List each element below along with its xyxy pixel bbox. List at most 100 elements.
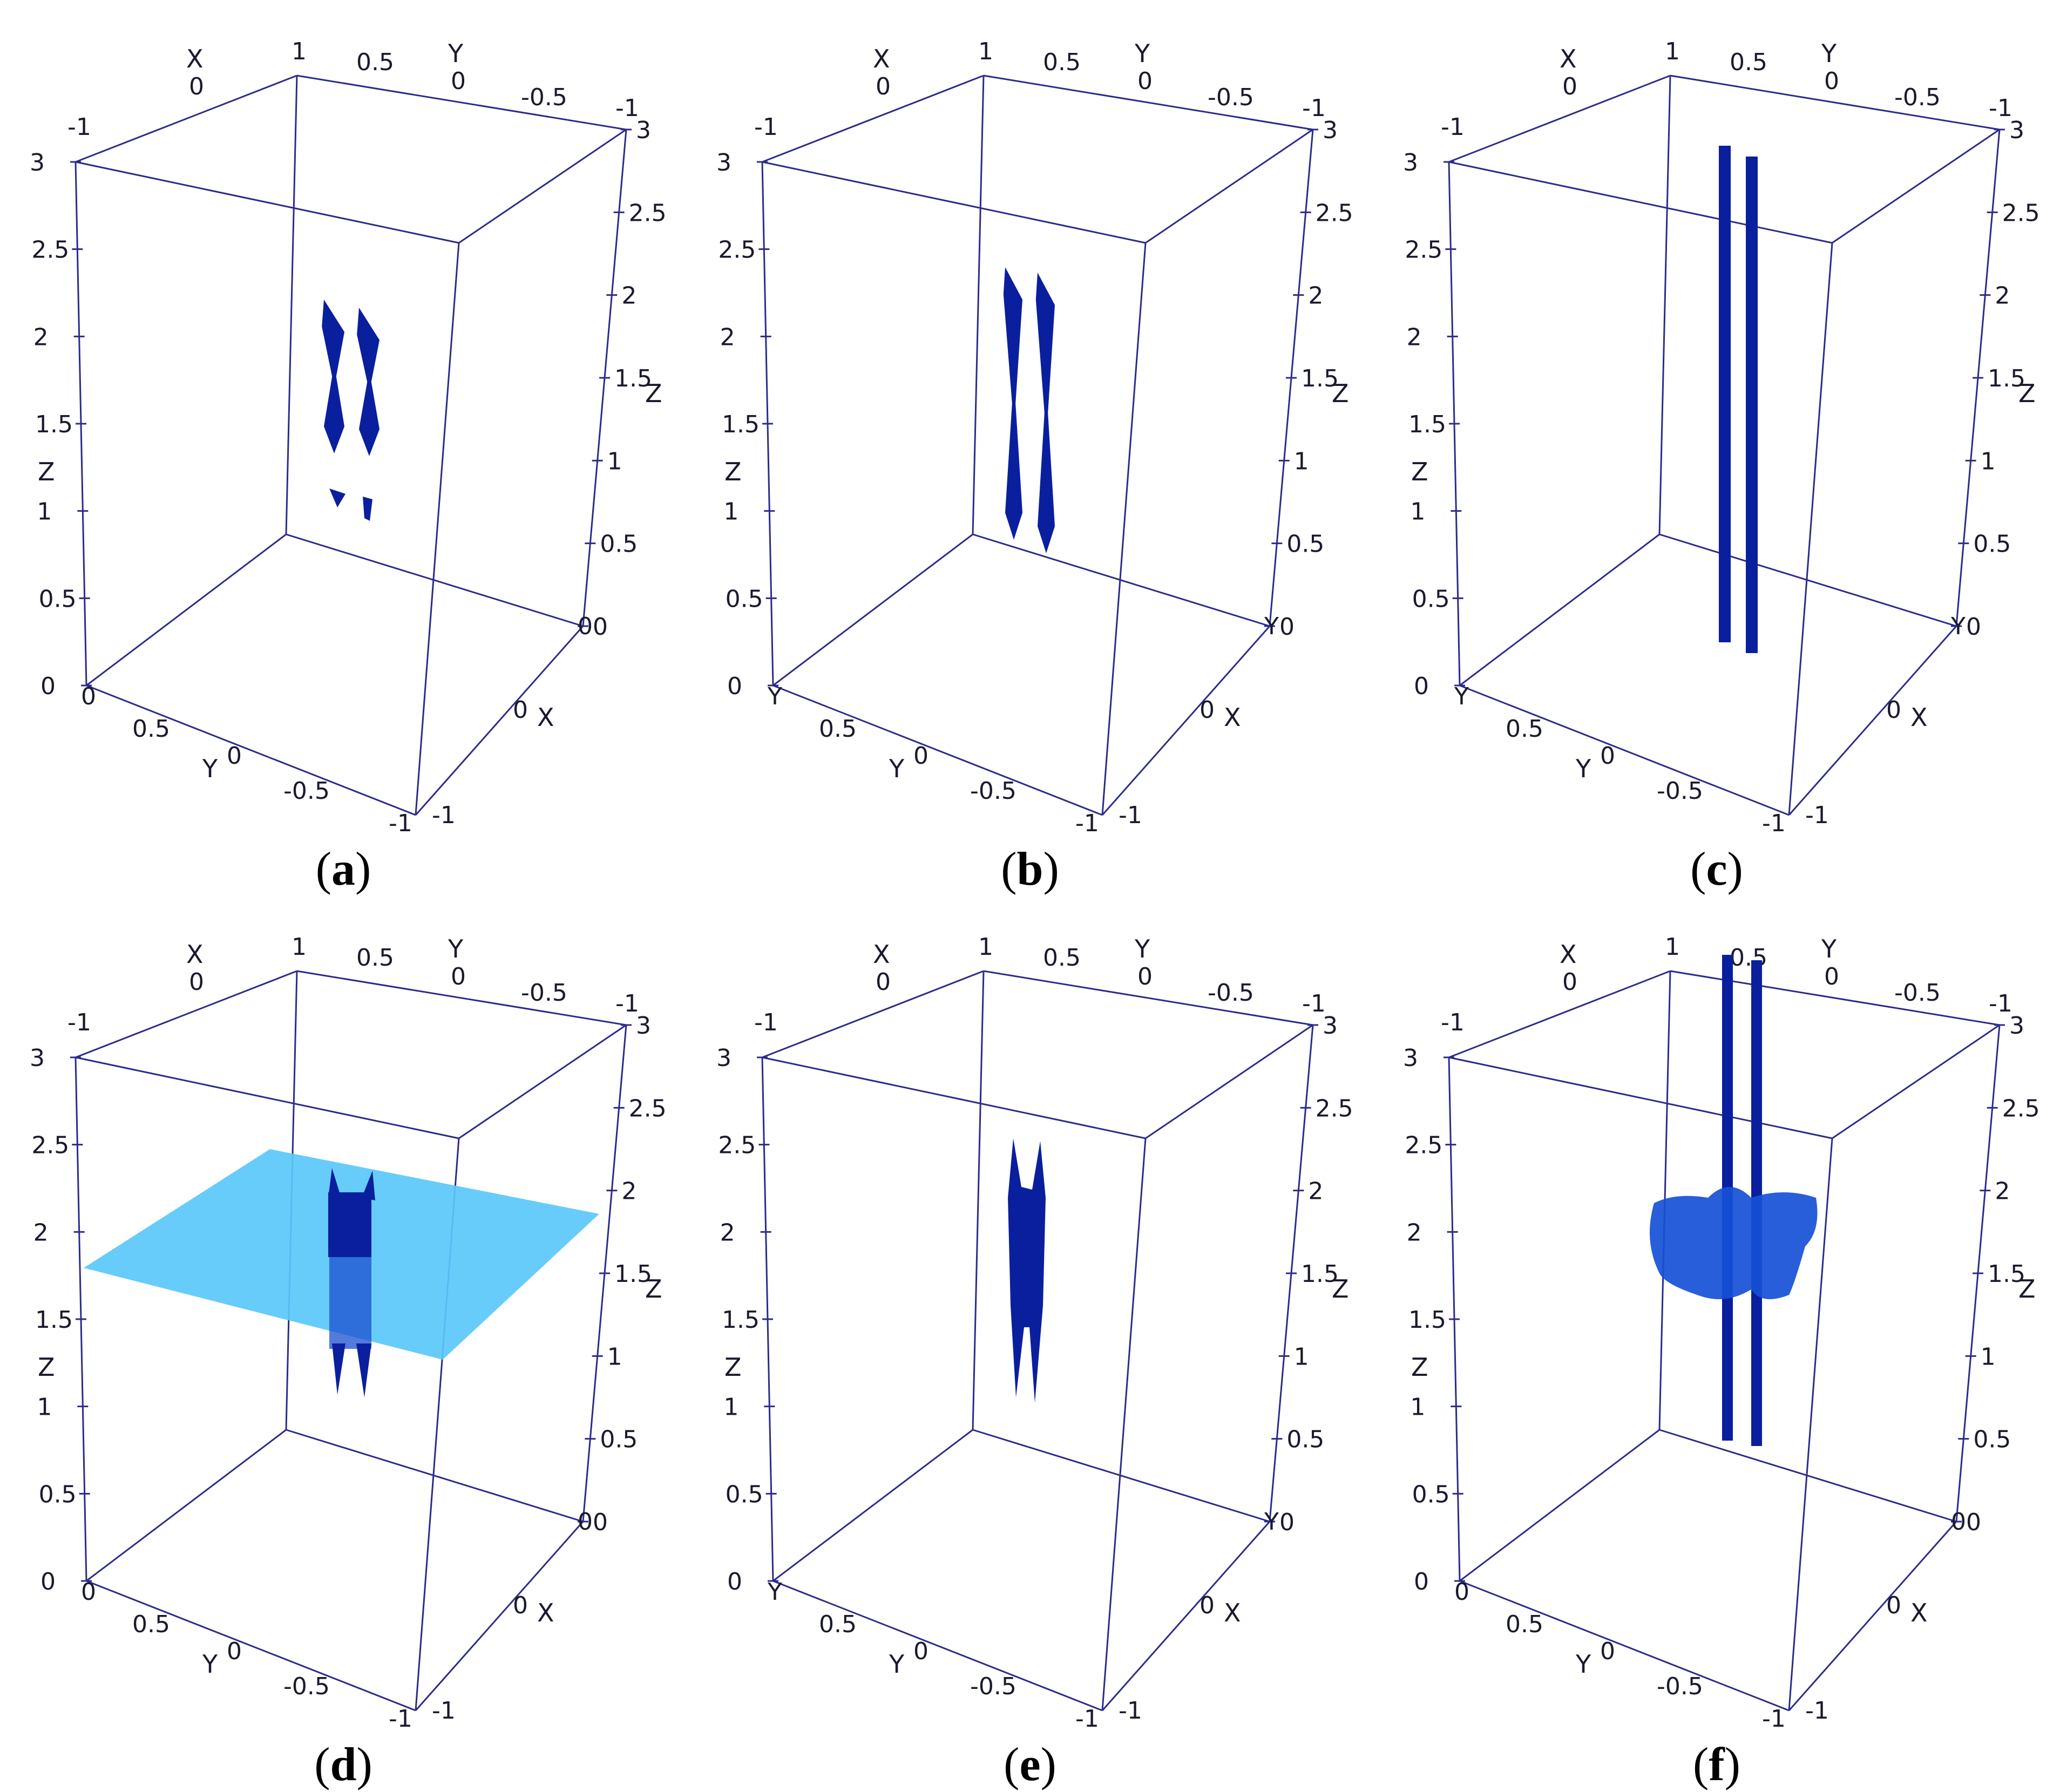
x-axis-label: X (1224, 703, 1241, 732)
tick-label: -1 (1989, 990, 2012, 1017)
z-tick-label-right: 0.5 (600, 531, 638, 558)
box-edge (458, 1024, 627, 1139)
tick-label: -1 (67, 1009, 91, 1036)
z-tick-label-right: 1 (1981, 1343, 1996, 1370)
z-tick-label-right: 3 (1323, 117, 1338, 144)
z-tick-label-left: 2.5 (31, 236, 69, 264)
z-axis-label-left: Z (1411, 1353, 1428, 1382)
z-tick-label-right: 2.5 (2002, 1095, 2040, 1122)
box-edge (86, 684, 416, 816)
isosurface (1008, 1138, 1046, 1403)
z-tick-label-left: 1.5 (722, 411, 760, 438)
z-tick-label-left: 0.5 (726, 585, 763, 613)
tick-label: 0 (227, 742, 242, 770)
z-tick-label-left: 1 (37, 1394, 52, 1421)
tick-label: 0 (189, 968, 204, 996)
z-tick-label-right: 0.5 (1973, 531, 2011, 558)
tick-label: 0.5 (132, 715, 170, 743)
box-edge (286, 1429, 584, 1523)
tick-label: -1 (432, 802, 456, 829)
box-edge (762, 1056, 1146, 1139)
z-tick-label-left: 0.5 (1412, 585, 1450, 613)
z-tick-label-left: 2 (1407, 323, 1422, 351)
z-axis-label-left: Z (1411, 457, 1428, 486)
vortex-tube-right (1035, 273, 1055, 553)
y-axis-label: Y (1821, 934, 1837, 963)
tick-label: -1 (1119, 802, 1142, 829)
caption-letter: b (1017, 843, 1043, 895)
tick-label: -1 (1989, 94, 2012, 122)
z-tick-label-right: 0 (1279, 613, 1295, 641)
vortex-tube-upper (328, 1192, 371, 1257)
box-edge (972, 75, 985, 535)
z-tick-label-left: 0.5 (726, 1481, 763, 1508)
tick-label: 0 (876, 73, 891, 100)
tick-label: 0 (1137, 963, 1153, 990)
tick-label: -1 (1805, 802, 1829, 829)
vortex-tube-right (357, 308, 380, 456)
tick-label: 1 (292, 38, 307, 65)
y-axis-label: Y (1821, 39, 1837, 68)
box-edge (415, 242, 460, 816)
z-tick-label-right: 1 (607, 447, 622, 475)
z-tick-label-left: 1 (1410, 498, 1425, 526)
z-tick-label-left: 1.5 (1408, 1306, 1446, 1334)
box-edge (1101, 626, 1271, 816)
z-tick-label-right: 2.5 (629, 1095, 667, 1122)
tick-label: 0 (513, 696, 528, 724)
tick-label: -1 (1441, 113, 1465, 141)
caption-paren-open: ( (1690, 843, 1706, 895)
box-edge (1788, 242, 1833, 816)
tick-label: 0 (1454, 1578, 1469, 1606)
box-edge (1670, 74, 2000, 131)
z-tick-label-right: 3 (636, 117, 651, 144)
x-axis-label: X (1224, 1598, 1241, 1627)
panel-a: 3 2.5 2 1.5 1 0.5 0 Z 3 2.5 2 1.5 1 0.5 0 Z -1 X 0 1 0.5 Y 0 -0… (0, 0, 687, 895)
z-tick-label-right: 3 (1323, 1012, 1338, 1040)
z-tick-label-right: 0 (1966, 613, 1981, 641)
z-tick-label-left: 2 (1407, 1219, 1422, 1246)
tick-label: Y (1454, 683, 1469, 710)
z-tick-label-right: 3 (636, 1012, 651, 1040)
box-edge (972, 970, 985, 1430)
tick-label: 0.5 (1506, 1611, 1543, 1638)
z-tick-label-left: 0.5 (39, 585, 77, 613)
box-edge (1448, 161, 1833, 244)
z-axis-label-left: Z (724, 457, 742, 486)
tick-label: -1 (1302, 990, 1326, 1017)
panel-caption: (c) (1373, 842, 2060, 897)
x-axis-label: X (873, 44, 890, 73)
tick-label: 0 (513, 1592, 528, 1619)
spike (332, 1343, 371, 1397)
z-tick-label-left: 2 (33, 1219, 49, 1246)
tick-label: -1 (1762, 810, 1786, 837)
z-tick-label-right: 1.5 (1301, 1260, 1339, 1288)
tick-label: -0.5 (1208, 84, 1254, 111)
box-edge (296, 74, 627, 131)
z-tick-label-right: 2 (1995, 282, 2010, 310)
tick-label: -0.5 (1894, 84, 1941, 111)
vortex-tube-right (1746, 157, 1758, 653)
z-tick-label-left: 1.5 (722, 1306, 760, 1334)
box-edge (1101, 1521, 1271, 1711)
z-tick-label-right: 1.5 (1301, 365, 1339, 392)
box-edge (762, 74, 984, 163)
tick-label: 0 (451, 67, 466, 95)
isosurface (1719, 146, 1758, 653)
caption-paren-close: ) (355, 843, 371, 895)
tick-label: -1 (389, 1705, 412, 1733)
tick-label: 0.5 (819, 715, 857, 743)
tick-label: -1 (1805, 1697, 1829, 1725)
box-edge (1832, 1024, 2000, 1139)
tick-label: 0 (578, 613, 593, 640)
z-tick-label-right: 0 (1279, 1509, 1295, 1536)
tick-label: 0.5 (1043, 944, 1081, 972)
tick-label: Y (1950, 613, 1966, 640)
z-tick-label-left: 1 (723, 1394, 738, 1421)
box-edge (772, 533, 973, 687)
box-edge (772, 1580, 1103, 1712)
z-tick-label-right: 1.5 (614, 365, 652, 392)
caption-letter: e (1019, 1739, 1041, 1791)
